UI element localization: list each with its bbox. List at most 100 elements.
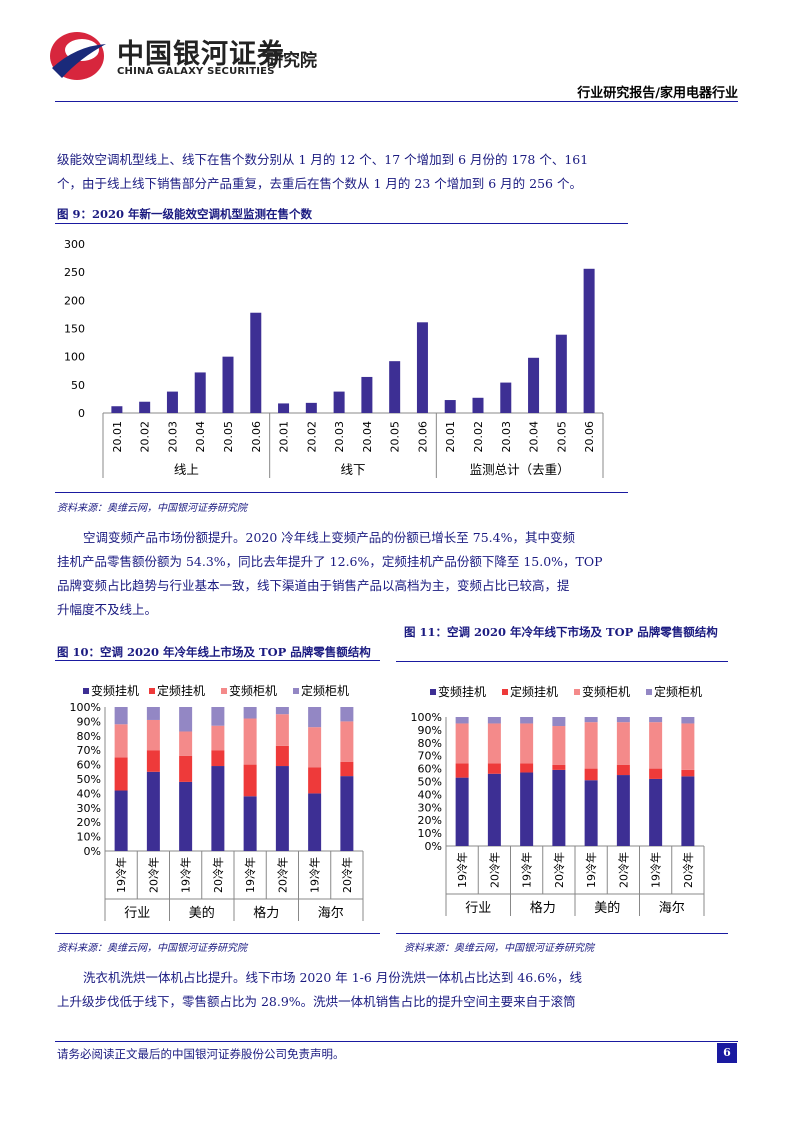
y-tick-label: 100 — [64, 351, 85, 364]
bar — [222, 356, 234, 413]
bar-segment — [649, 768, 663, 779]
y-tick-label: 200 — [64, 294, 85, 307]
bar-segment — [275, 707, 289, 715]
bar-segment — [487, 723, 501, 764]
bar-segment — [552, 764, 566, 770]
y-tick-label: 150 — [64, 323, 85, 336]
x-tick-label: 20冷年 — [552, 852, 566, 888]
bar-segment — [616, 717, 630, 723]
bar-segment — [308, 707, 322, 728]
x-tick-label: 19冷年 — [179, 857, 193, 893]
bar-segment — [616, 775, 630, 846]
x-tick-label: 20.05 — [555, 421, 568, 453]
bar — [361, 376, 373, 413]
bar-segment — [487, 763, 501, 774]
x-tick-label: 20.06 — [250, 421, 263, 453]
bar-segment — [520, 772, 534, 846]
bar — [166, 391, 178, 413]
x-tick-label: 20冷年 — [681, 852, 695, 888]
bar-segment — [520, 717, 534, 724]
figure-10-chart: 变频挂机 定频挂机 变频柜机 定频柜机 0%10% 20%30% 40%50%60% 70%8… — [70, 683, 364, 921]
figure-10-source: 资料来源：奥维云网，中国银河证券研究院 — [57, 943, 247, 954]
bar-segment — [114, 790, 128, 851]
figure-11-bottom-rule — [396, 933, 728, 934]
y-tick-label: 90% — [418, 724, 442, 737]
bar-segment — [520, 763, 534, 773]
bar — [500, 382, 512, 413]
bar-segment — [146, 750, 160, 772]
bar-segment — [552, 726, 566, 765]
bar-segment — [552, 717, 566, 727]
bar — [278, 403, 290, 413]
figure-10-bottom-rule — [55, 933, 380, 934]
bar-segment — [340, 761, 354, 777]
figure-9-top-rule — [55, 223, 628, 224]
legend-swatch — [293, 688, 299, 694]
x-tick-label: 19冷年 — [584, 852, 598, 888]
figure-9-chart: 0 50 100 150 200 250 300 20.01 20.02 20.03 20.04 20… — [64, 238, 604, 478]
bar — [305, 402, 317, 413]
paragraph-line: 级能效空调机型线上、线下在售个数分别从 1 月的 12 个、17 个增加到 6 … — [57, 152, 589, 167]
legend-swatch — [149, 688, 155, 694]
legend-label: 变频挂机 — [438, 684, 486, 699]
y-tick-label: 100% — [70, 701, 101, 714]
bar-segment — [114, 724, 128, 758]
bar-segment — [146, 707, 160, 720]
y-tick-label: 70% — [77, 744, 101, 757]
group-label: 监测总计（去重） — [470, 462, 570, 477]
paragraph-3-cont: 上升级步伐低于线下，零售额占比为 28.9%。洗烘一体机销售占比的提升空间主要来… — [57, 990, 617, 1014]
paragraph-line: 洗衣机洗烘一体机占比提升。线下市场 2020 年 1-6 月份洗烘一体机占比达到… — [83, 970, 583, 985]
legend-swatch — [430, 689, 436, 695]
x-tick-label: 19冷年 — [455, 852, 469, 888]
x-tick-label: 20.01 — [444, 421, 457, 453]
footer-disclaimer: 请务必阅读正文最后的中国银河证券股份公司免责声明。 — [57, 1047, 345, 1061]
y-tick-label: 0 — [78, 407, 85, 420]
bar-segment — [211, 725, 225, 751]
y-tick-label: 300 — [64, 238, 85, 251]
bar-segment — [146, 771, 160, 851]
bar-segment — [340, 721, 354, 762]
bar-segment — [211, 766, 225, 851]
bar-segment — [243, 764, 257, 797]
bar — [250, 312, 262, 413]
bar-segment — [455, 777, 469, 846]
x-tick-label: 20冷年 — [211, 857, 225, 893]
x-tick-label: 20.02 — [305, 421, 318, 453]
bar-segment — [114, 757, 128, 791]
paragraph-line: 空调变频产品市场份额提升。2020 冷年线上变频产品的份额已增长至 75.4%，… — [83, 530, 575, 545]
bar-segment — [455, 763, 469, 778]
paragraph-3: 洗衣机洗烘一体机占比提升。线下市场 2020 年 1-6 月份洗烘一体机占比达到… — [57, 966, 617, 990]
paragraph-line: 升幅度不及线上。 — [57, 602, 158, 617]
institute-label: 研究院 — [266, 51, 317, 71]
bar — [472, 397, 484, 413]
legend-swatch — [574, 689, 580, 695]
report-type: 行业研究报告/家用电器行业 — [577, 86, 738, 101]
y-tick-label: 20% — [418, 814, 442, 827]
x-tick-label: 20冷年 — [487, 852, 501, 888]
bar-segment — [179, 731, 193, 756]
group-label: 格力 — [530, 900, 556, 916]
bar-segment — [455, 723, 469, 764]
x-tick-label: 20冷年 — [340, 857, 354, 893]
y-tick-label: 40% — [418, 788, 442, 801]
x-tick-label: 19冷年 — [308, 857, 322, 893]
bar-segment — [681, 769, 695, 777]
y-tick-label: 30% — [418, 801, 442, 814]
bar — [111, 406, 123, 413]
bar-segment — [584, 722, 598, 769]
y-tick-label: 60% — [77, 759, 101, 772]
x-tick-label: 19冷年 — [649, 852, 663, 888]
bar-segment — [584, 768, 598, 781]
x-tick-label: 19冷年 — [114, 857, 128, 893]
legend-label: 变频挂机 — [91, 683, 139, 698]
header-divider — [55, 101, 738, 102]
paragraph-line: 上升级步伐低于线下，零售额占比为 28.9%。洗烘一体机销售占比的提升空间主要来… — [57, 994, 576, 1009]
group-label: 美的 — [189, 905, 215, 921]
bar-segment — [681, 723, 695, 770]
bar-segment — [308, 767, 322, 794]
bar — [139, 401, 151, 413]
legend-label: 定频挂机 — [510, 684, 558, 699]
bar — [194, 372, 206, 413]
figure-11-source: 资料来源：奥维云网，中国银河证券研究院 — [404, 943, 594, 954]
bar-segment — [552, 769, 566, 846]
